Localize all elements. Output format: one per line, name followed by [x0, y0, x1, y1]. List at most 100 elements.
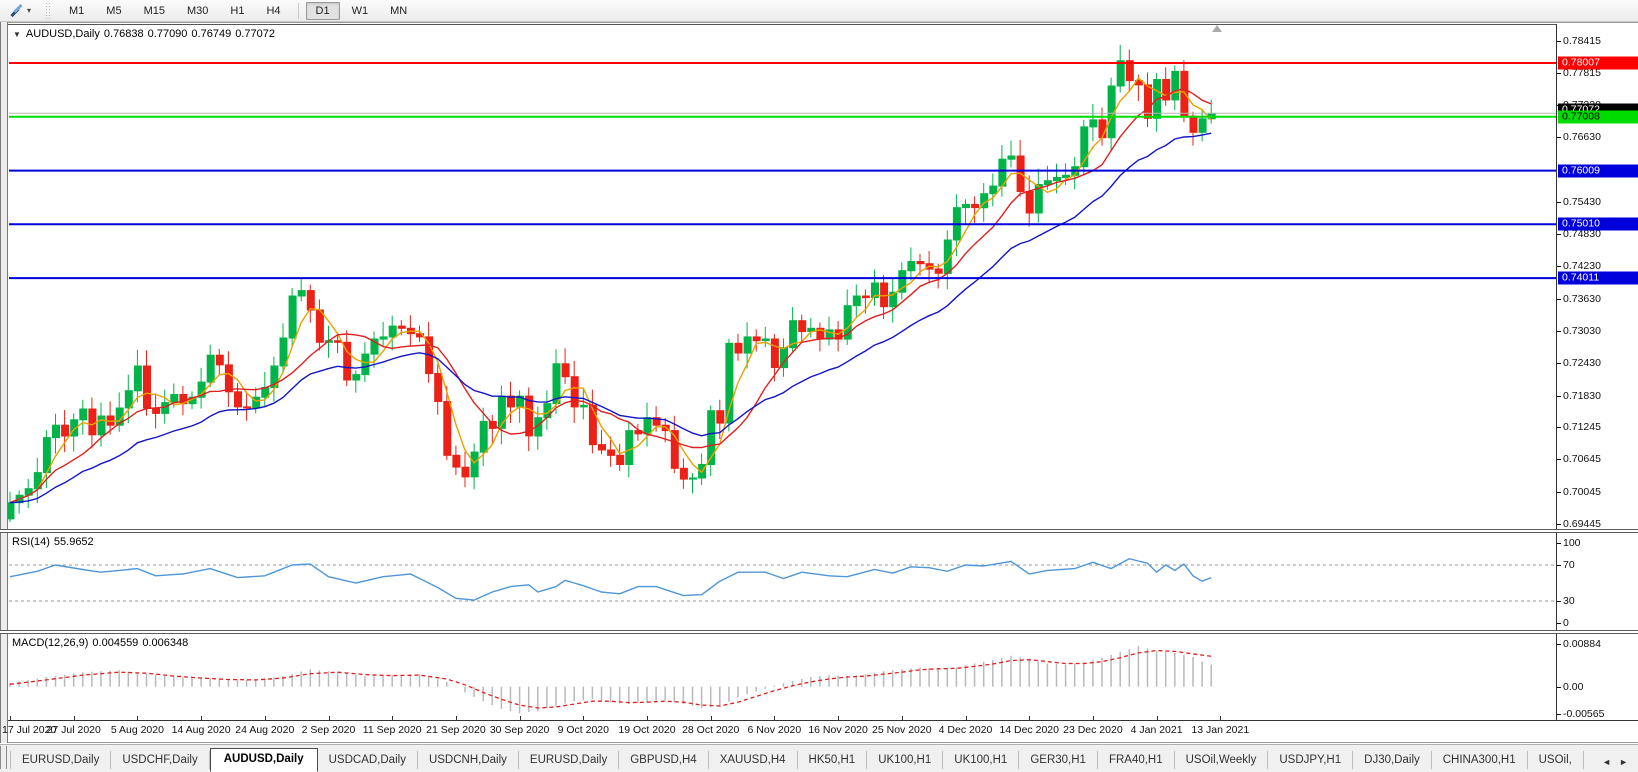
bullish-candle-body: [470, 451, 479, 478]
date-label: 16 Nov 2020: [808, 724, 868, 736]
chart-title-low: 0.76749: [191, 28, 232, 40]
macd-tick-label: 0.00: [1563, 680, 1584, 693]
level-price-label: 0.76009: [1558, 164, 1638, 178]
price-tick: [1557, 298, 1561, 300]
date-label: 24 Aug 2020: [235, 724, 295, 736]
macd-indicator-name: MACD(12,26,9): [12, 637, 89, 649]
date-tick: [1156, 716, 1158, 720]
price-tick: [1557, 491, 1561, 493]
chart-tab-ger30-h1[interactable]: GER30,H1: [1019, 751, 1098, 769]
price-tick-label: 0.74830: [1563, 228, 1601, 240]
chart-tab-dj30-daily[interactable]: DJ30,Daily: [1353, 751, 1432, 769]
date-tick: [710, 716, 712, 720]
bearish-candle-body: [734, 342, 743, 354]
chart-title[interactable]: ▼ AUDUSD,Daily 0.76838 0.77090 0.76749 0.7707…: [13, 28, 279, 40]
timeframe-button-h4[interactable]: H4: [266, 4, 281, 17]
timeframe-button-m1[interactable]: M1: [69, 4, 85, 17]
chart-tab-fra40-h1[interactable]: FRA40,H1: [1098, 751, 1175, 769]
bullish-candle-body: [579, 404, 588, 408]
bearish-candle-body: [679, 467, 688, 480]
chart-tab-hk50-h1[interactable]: HK50,H1: [798, 751, 868, 769]
tabbar-grip: [0, 746, 7, 769]
date-tick: [774, 716, 776, 720]
price-tick: [1557, 363, 1561, 365]
macd-signal-value: 0.006348: [142, 637, 189, 649]
price-tick-label: 0.73630: [1563, 292, 1601, 305]
chart-tab-eurusd-daily[interactable]: EURUSD,Daily: [519, 751, 620, 769]
bearish-candle-body: [1025, 191, 1034, 214]
bullish-candle-body: [6, 502, 15, 520]
timeframe-button-w1[interactable]: W1: [351, 4, 369, 17]
bullish-candle-body: [288, 295, 297, 339]
chart-tab-usoil[interactable]: USOil,: [1528, 751, 1584, 769]
rsi-tick: [1557, 565, 1561, 566]
bullish-candle-body: [962, 203, 970, 209]
date-tick: [901, 716, 903, 720]
timeframe-button-m5[interactable]: M5: [106, 4, 122, 17]
rsi-indicator-name: RSI(14): [12, 536, 50, 548]
chart-tab-usdcad-daily[interactable]: USDCAD,Daily: [318, 751, 418, 769]
toolbar-grip[interactable]: [46, 2, 52, 19]
bullish-candle-body: [898, 270, 907, 293]
bearish-candle-body: [306, 290, 315, 311]
chart-tab-usdchf-daily[interactable]: USDCHF,Daily: [111, 751, 210, 769]
chart-title-close: 0.77072: [235, 28, 275, 40]
tab-scroll-left-icon[interactable]: ◄: [1602, 757, 1612, 767]
timeframe-button-d1[interactable]: D1: [305, 1, 340, 20]
chart-shift-marker[interactable]: [1212, 25, 1222, 32]
timeframe-button-mn[interactable]: MN: [390, 4, 408, 17]
price-tick: [1557, 234, 1561, 235]
chart-tab-usdjpy-h1[interactable]: USDJPY,H1: [1268, 751, 1354, 769]
bullish-candle-body: [52, 424, 60, 439]
bullish-candle-body: [124, 390, 133, 409]
level-price-label: 0.75010: [1558, 217, 1638, 231]
cursor-tool-button[interactable]: ▾: [4, 2, 36, 20]
ma-slow-line: [9, 132, 1212, 504]
chart-window-left-edge: [0, 22, 8, 743]
bullish-candle-body: [1116, 60, 1125, 87]
bullish-candle-body: [1053, 177, 1061, 182]
symbol-dropdown-icon[interactable]: ▼: [13, 30, 21, 39]
chart-tab-usoil-weekly[interactable]: USOil,Weekly: [1175, 751, 1269, 769]
tab-scroll-right-icon[interactable]: ►: [1619, 757, 1628, 767]
chart-tab-usdcnh-daily[interactable]: USDCNH,Daily: [418, 751, 519, 769]
bullish-candle-body: [97, 415, 106, 436]
timeframe-button-m15[interactable]: M15: [143, 4, 165, 17]
bullish-candle-body: [1007, 155, 1016, 160]
bearish-candle-body: [315, 309, 324, 343]
macd-pane-title: MACD(12,26,9) 0.004559 0.006348: [12, 637, 192, 649]
chart-window-bottom-border: [0, 742, 1638, 743]
chart-tab-china300-h1[interactable]: CHINA300,H1: [1432, 751, 1528, 769]
date-label: 5 Aug 2020: [110, 724, 164, 736]
date-tick: [838, 716, 840, 720]
bearish-candle-body: [152, 407, 161, 414]
chart-tab-uk100-h1[interactable]: UK100,H1: [943, 751, 1020, 769]
pane-splitter-rsi[interactable]: [0, 529, 1638, 533]
ma-fast-line: [9, 76, 1212, 504]
date-label: 4 Dec 2020: [938, 724, 993, 736]
macd-tick-label: -0.00565: [1563, 708, 1605, 720]
date-label: 17 Jul 2020: [2, 724, 57, 736]
timeframe-button-m30[interactable]: M30: [186, 4, 209, 17]
chart-tab-gbpusd-h4[interactable]: GBPUSD,H4: [619, 751, 709, 769]
date-tick: [201, 716, 203, 720]
chart-tab-uk100-h1[interactable]: UK100,H1: [867, 751, 944, 769]
chart-tab-audusd-daily[interactable]: AUDUSD,Daily: [209, 748, 318, 772]
timeframe-button-h1[interactable]: H1: [230, 4, 245, 17]
price-tick-label: 0.73030: [1563, 325, 1601, 337]
rsi-tick: [1557, 623, 1561, 624]
rsi-indicator-value: 55.9652: [53, 536, 94, 548]
pane-splitter-macd[interactable]: [0, 630, 1638, 634]
bullish-candle-body: [379, 336, 388, 340]
chart-tab-xauusd-h4[interactable]: XAUUSD,H4: [709, 751, 798, 769]
bullish-candle-body: [725, 342, 734, 424]
date-label: 2 Sep 2020: [301, 724, 356, 736]
bearish-candle-body: [434, 373, 443, 402]
bullish-candle-body: [1043, 180, 1052, 185]
chart-tab-eurusd-daily[interactable]: EURUSD,Daily: [10, 751, 112, 769]
macd-tick-label: 0.00884: [1563, 638, 1601, 650]
bullish-candle-body: [479, 420, 488, 453]
bearish-candle-body: [1125, 60, 1134, 82]
bearish-candle-body: [934, 268, 943, 274]
